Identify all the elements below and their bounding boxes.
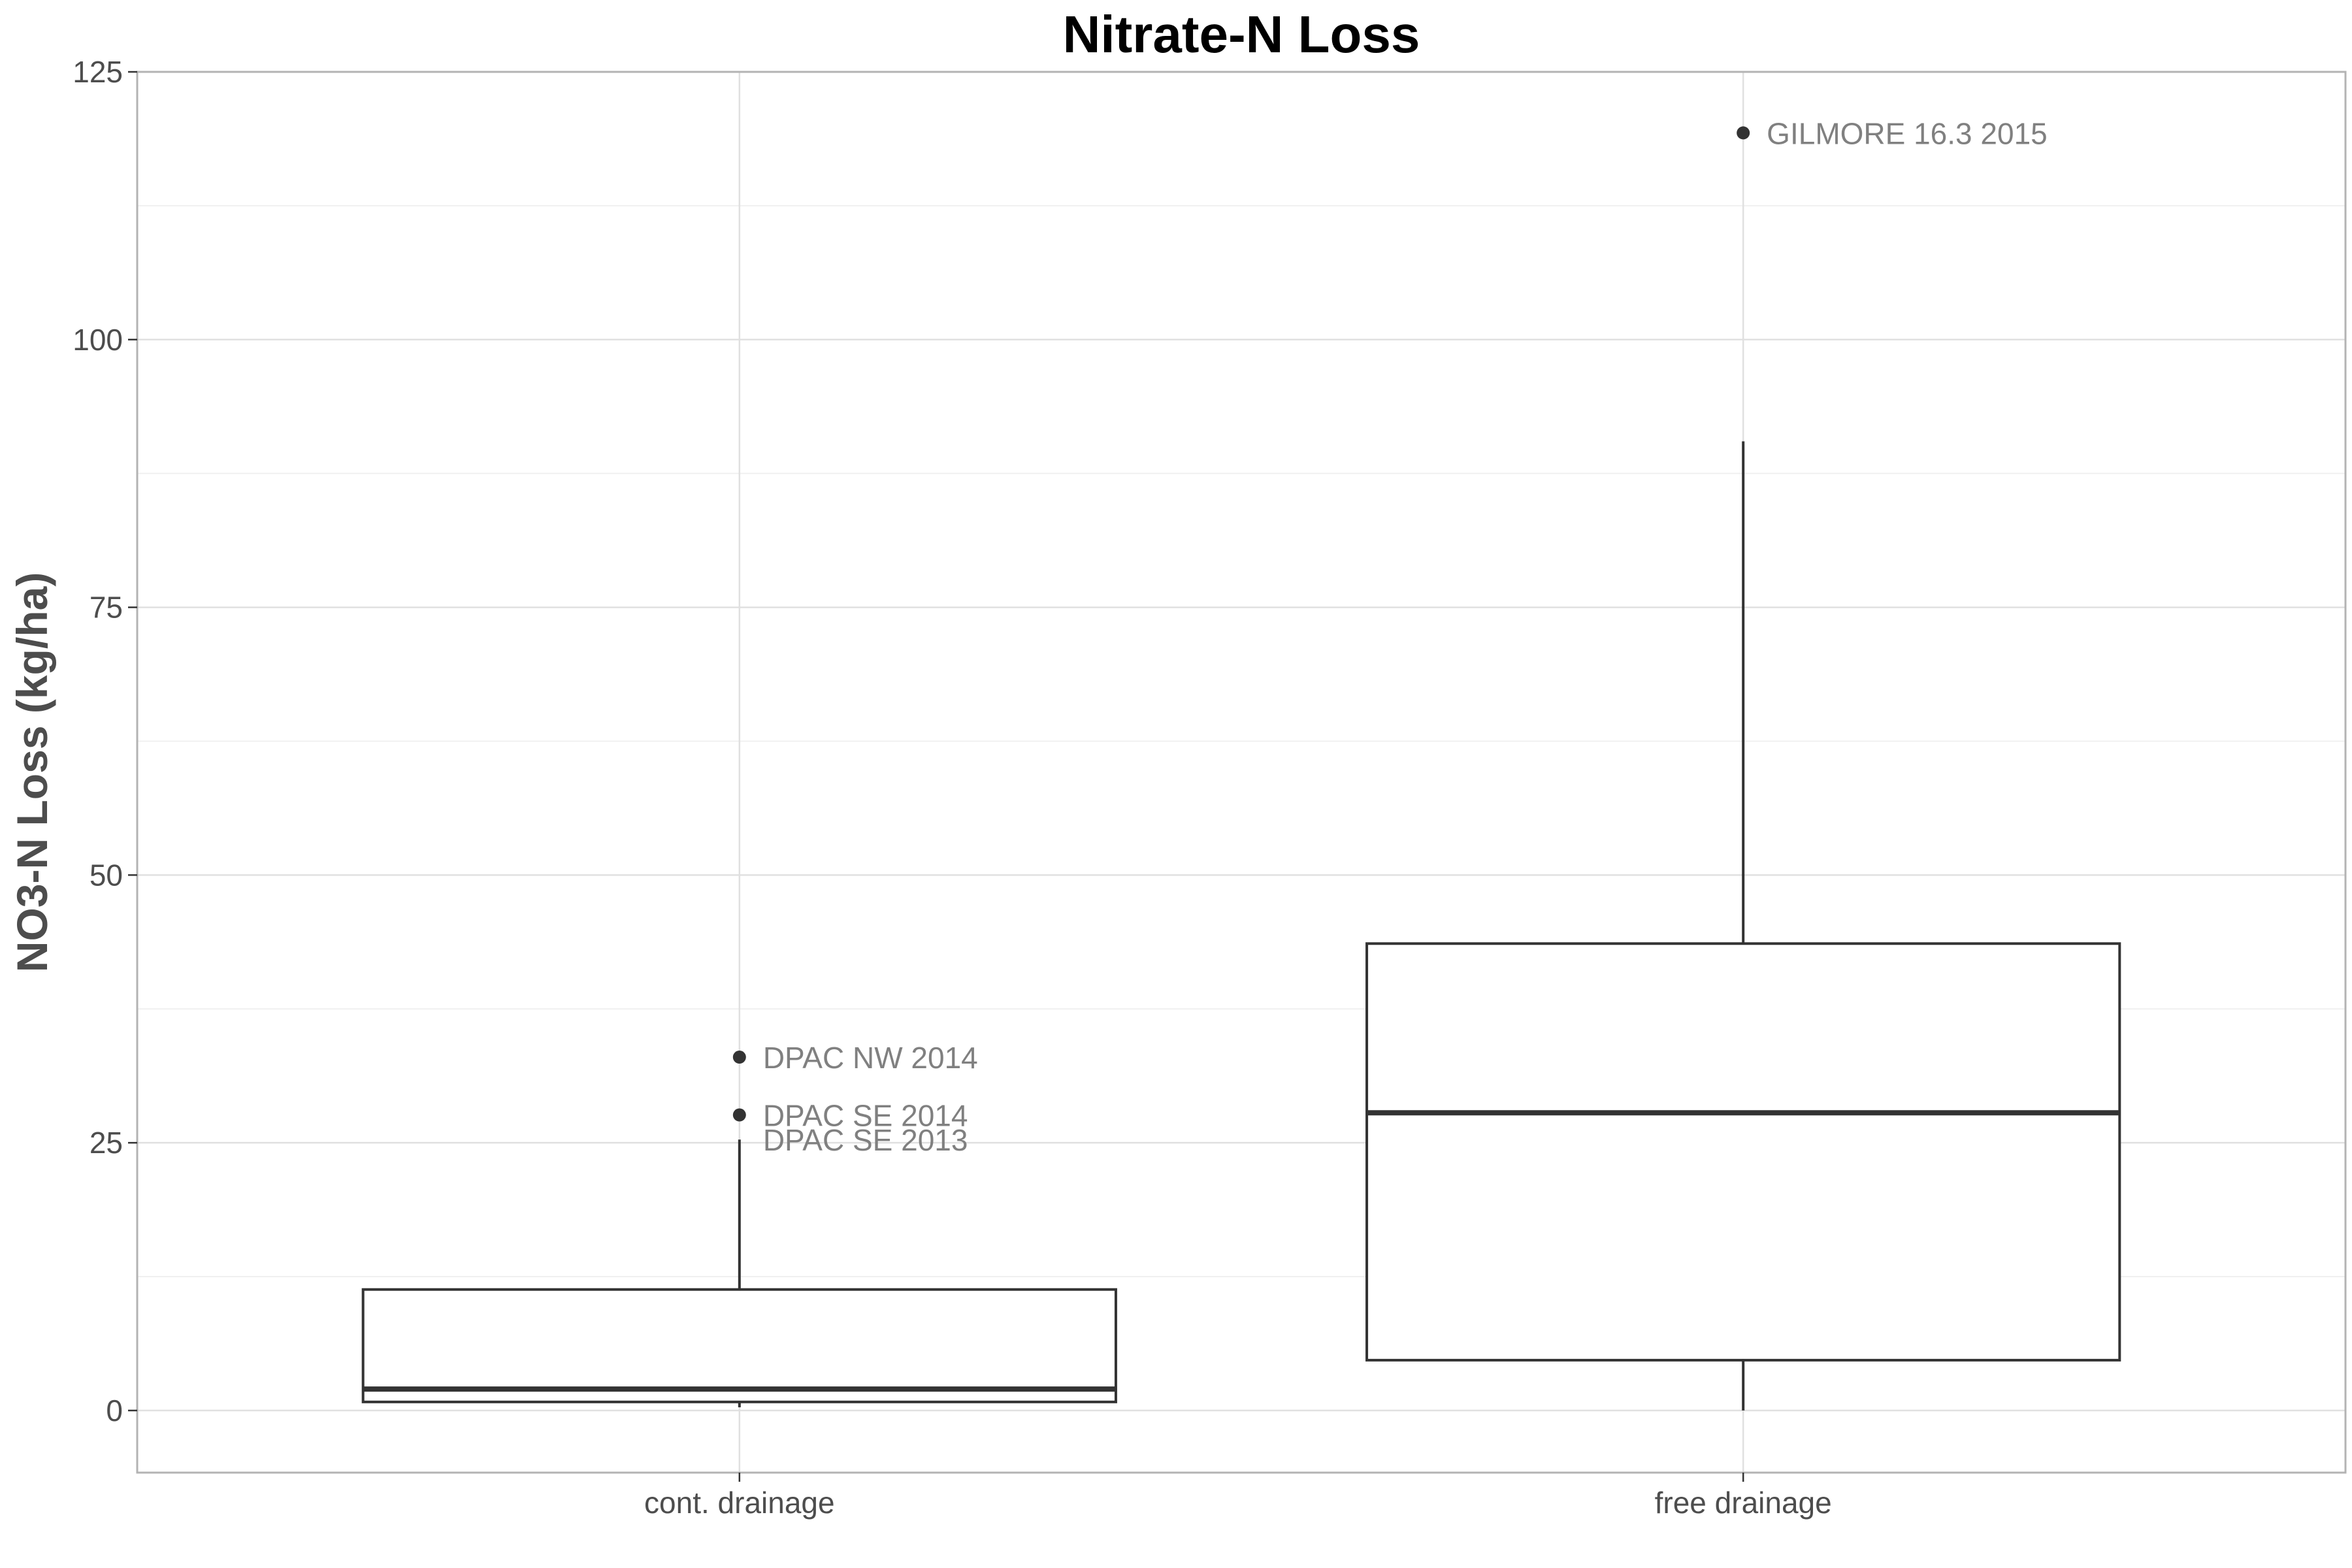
y-tick-label: 125 [73, 55, 123, 89]
y-tick-label: 25 [90, 1126, 123, 1160]
tick-layer: 0 25 50 75 100 125 cont. drainage free drainage [73, 55, 1831, 1520]
chart-title: Nitrate-N Loss [1063, 5, 1420, 63]
outlier-point [1737, 126, 1750, 140]
outlier-label: DPAC NW 2014 [763, 1041, 978, 1075]
y-tick-label: 0 [106, 1394, 123, 1428]
panel-border [136, 71, 2347, 1474]
y-tick-label: 100 [73, 323, 123, 357]
outlier-label: DPAC SE 2014 [763, 1099, 968, 1133]
iqr-box [361, 1288, 1117, 1403]
x-tick-label: cont. drainage [644, 1486, 835, 1520]
outlier-point [732, 1108, 746, 1122]
y-axis-title: NO3-N Loss (kg/ha) [8, 572, 56, 972]
x-tick-label: free drainage [1655, 1486, 1832, 1520]
outlier-point [732, 1051, 746, 1064]
outlier-label: DPAC SE 2013 [763, 1123, 968, 1157]
y-tick-label: 50 [90, 858, 123, 892]
y-tick-label: 75 [90, 591, 123, 625]
iqr-box [1365, 942, 2121, 1362]
outlier-label: GILMORE 16.3 2015 [1767, 116, 2048, 150]
